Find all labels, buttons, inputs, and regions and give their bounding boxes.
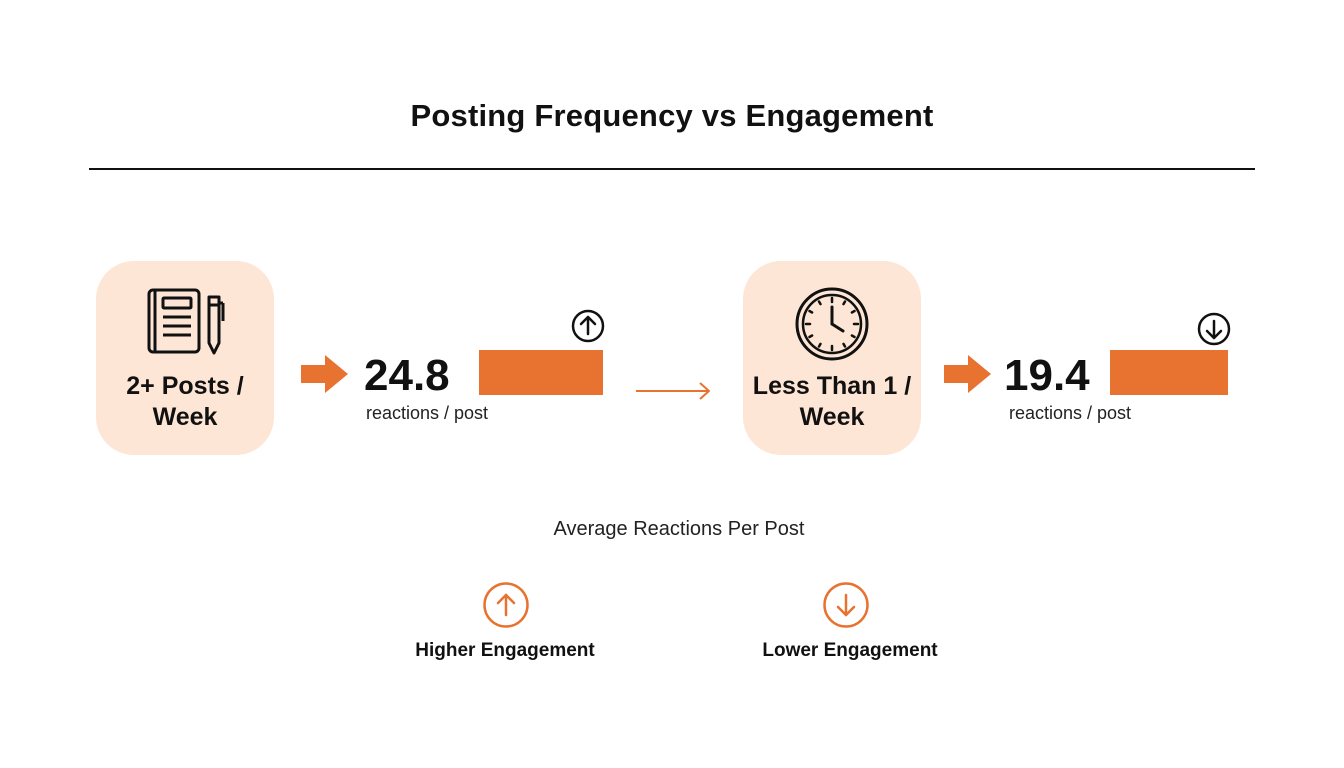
- legend-label: Lower Engagement: [762, 640, 938, 661]
- engagement-bar: [479, 350, 603, 395]
- arrow-up-circle-icon: [571, 309, 605, 343]
- engagement-bar: [1110, 350, 1228, 395]
- page-title: Posting Frequency vs Engagement: [410, 98, 934, 133]
- metric-value: 24.8: [364, 351, 450, 400]
- arrow-down-circle-icon: [823, 582, 869, 628]
- block-arrow-icon: [944, 355, 991, 393]
- title-divider: [89, 168, 1255, 170]
- metric-value: 19.4: [1004, 351, 1090, 400]
- metric-unit: reactions / post: [1009, 403, 1132, 423]
- chart-caption: Average Reactions Per Post: [553, 518, 805, 540]
- block-arrow-icon: [301, 355, 348, 393]
- metric-unit: reactions / post: [366, 403, 489, 423]
- arrow-up-circle-icon: [483, 582, 529, 628]
- group-card-high-frequency: 2+ Posts / Week: [96, 261, 274, 455]
- group-card-low-frequency: Less Than 1 / Week: [743, 261, 921, 455]
- connector-arrow-icon: [636, 382, 710, 400]
- group-label: Less Than 1 / Week: [752, 372, 912, 431]
- group-label: 2+ Posts / Week: [126, 372, 244, 431]
- arrow-down-circle-icon: [1197, 312, 1231, 346]
- notebook-pen-icon: [147, 288, 225, 355]
- clock-icon: [795, 287, 869, 361]
- legend-label: Higher Engagement: [415, 640, 595, 661]
